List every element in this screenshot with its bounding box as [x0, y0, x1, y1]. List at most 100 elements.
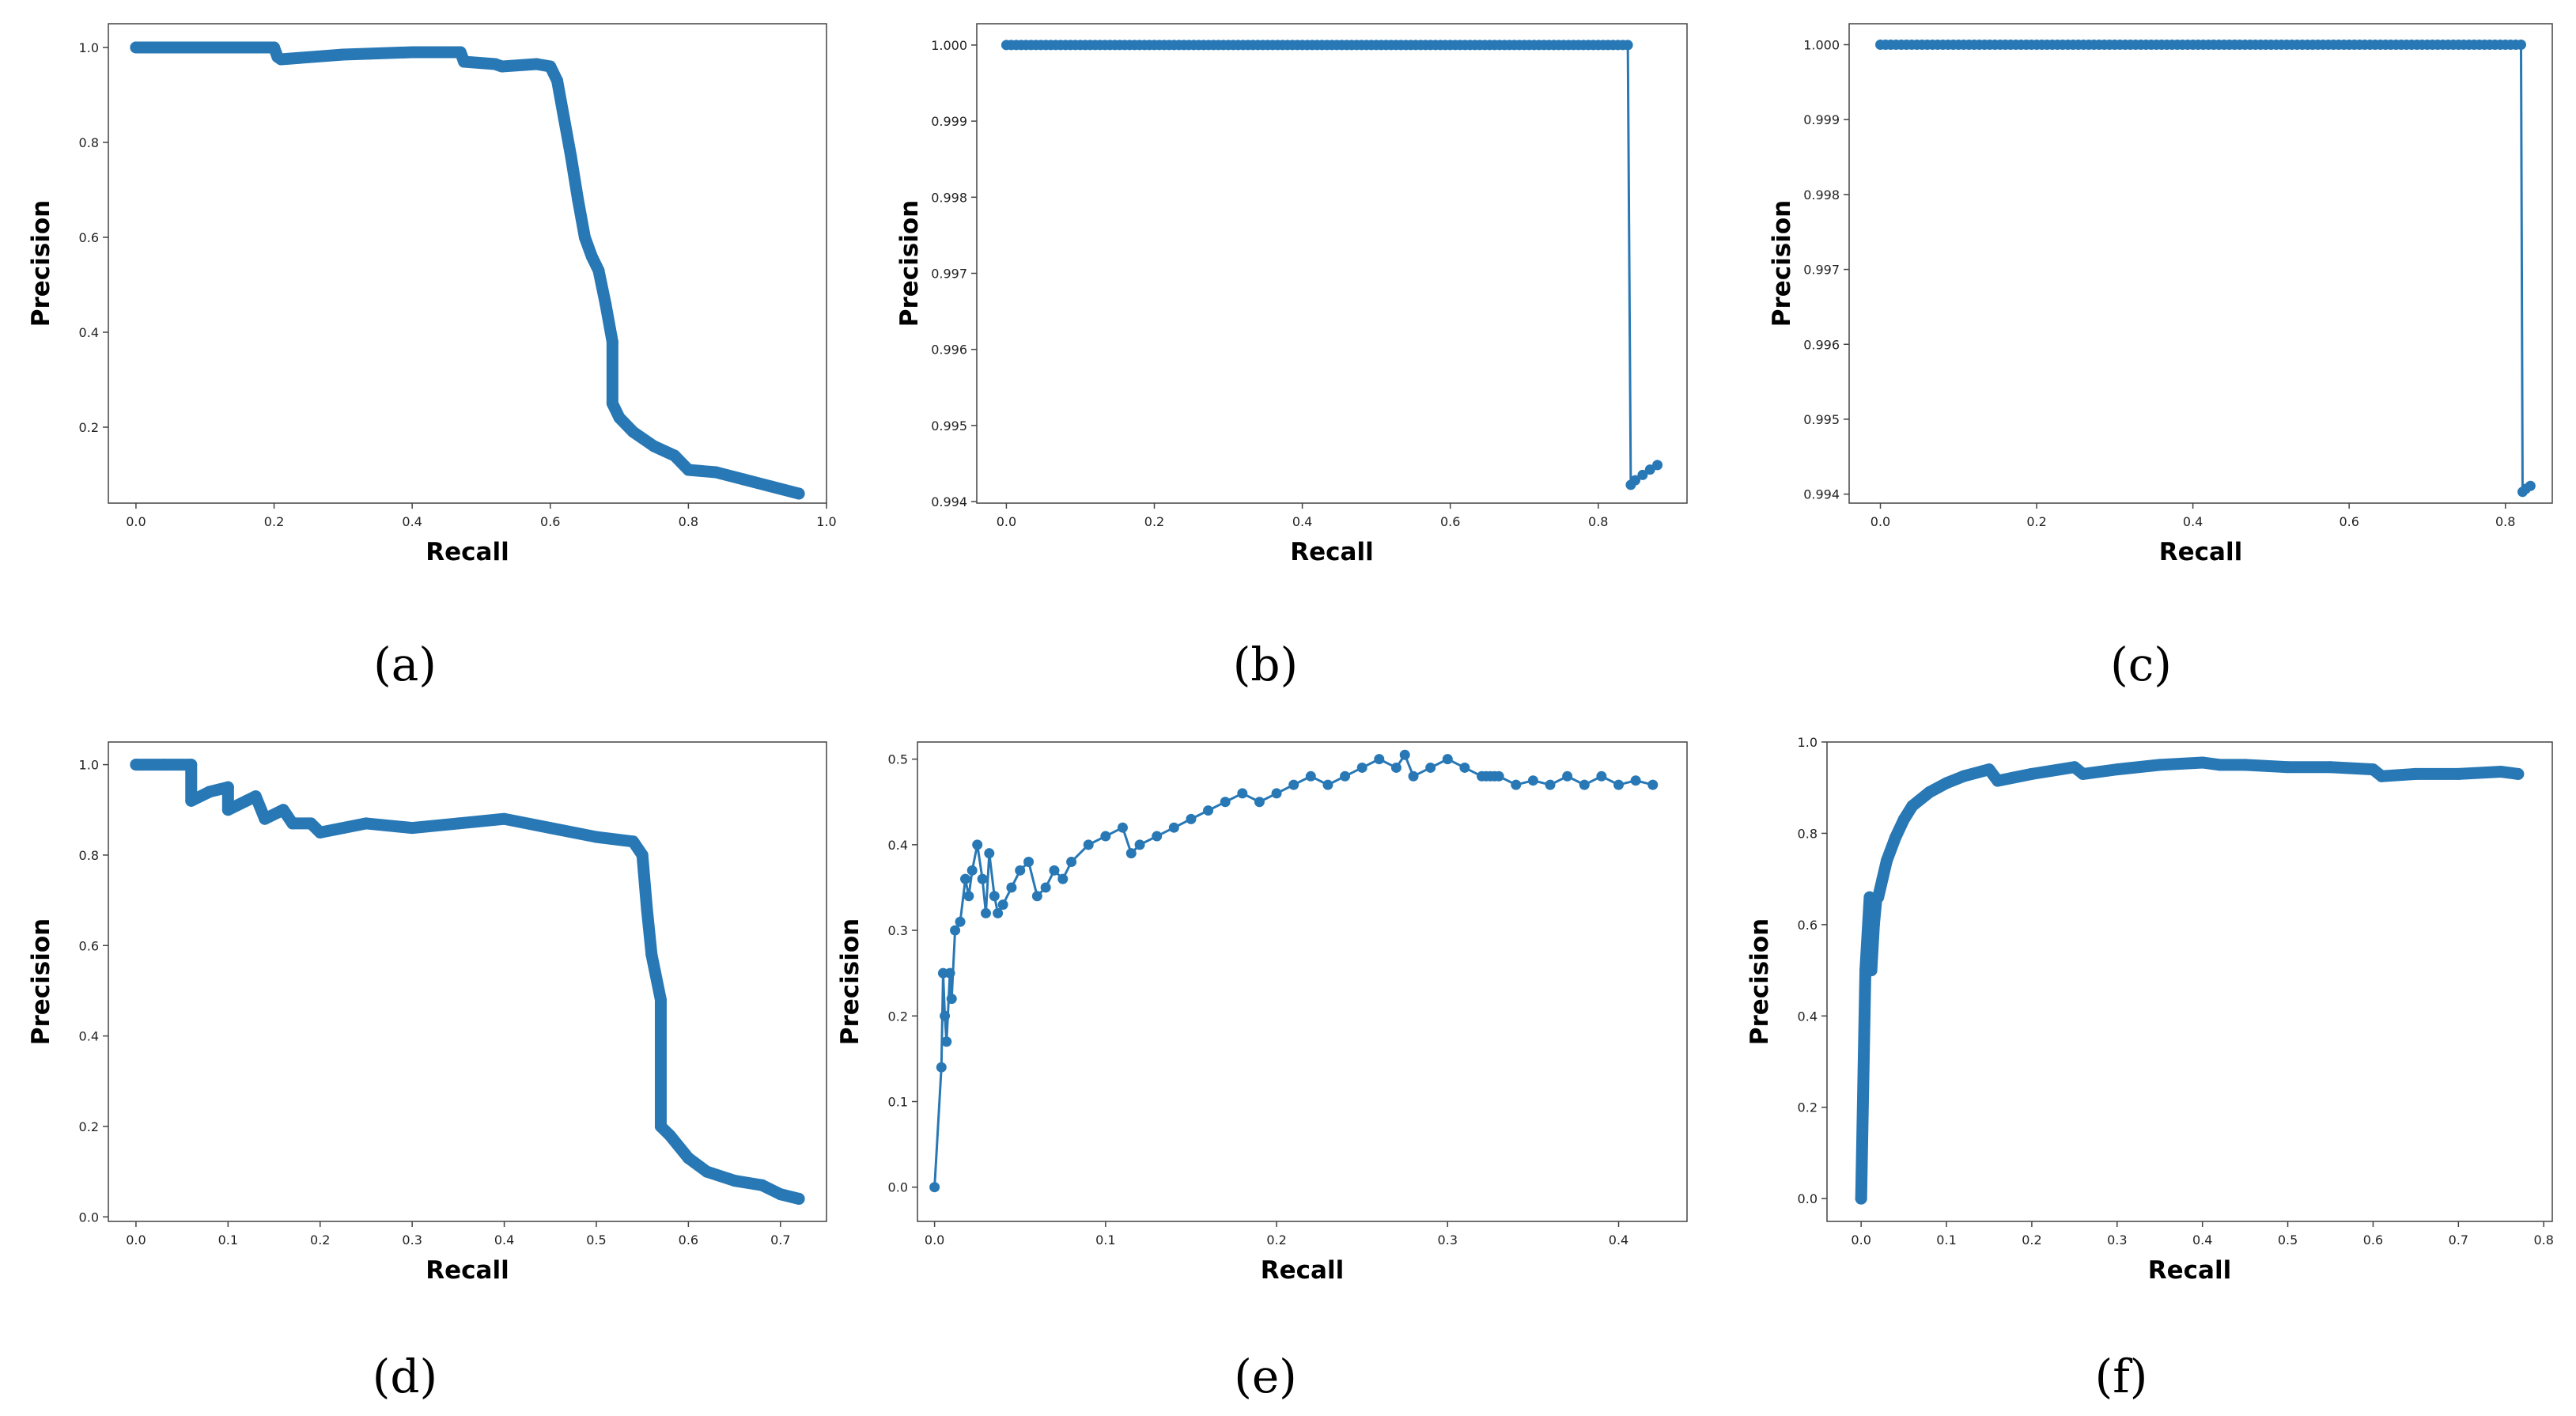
- data-point: [233, 41, 246, 54]
- data-point: [2282, 761, 2294, 774]
- x-tick-label: 0.7: [2449, 1232, 2468, 1248]
- data-point: [1159, 40, 1170, 51]
- data-point: [600, 297, 612, 310]
- data-point: [1579, 779, 1590, 790]
- data-point: [1940, 777, 1953, 789]
- y-tick-label: 0.0: [79, 1210, 99, 1225]
- data-point: [337, 48, 350, 61]
- data-point: [1040, 882, 1051, 893]
- data-point: [627, 835, 640, 848]
- data-point: [2432, 40, 2443, 51]
- data-point: [1340, 770, 1351, 782]
- data-point: [2339, 40, 2350, 51]
- data-point: [645, 948, 658, 961]
- data-point: [2166, 40, 2177, 51]
- data-point: [2198, 40, 2209, 51]
- data-point: [2041, 40, 2052, 51]
- data-point: [157, 759, 170, 771]
- data-point: [1336, 40, 1347, 51]
- y-tick-label: 0.1: [888, 1095, 908, 1110]
- x-tick-label: 0.5: [586, 1232, 606, 1248]
- x-tick-label: 0.3: [402, 1232, 422, 1248]
- data-point: [613, 411, 626, 424]
- y-tick-label: 0.6: [1798, 918, 1818, 933]
- data-point: [627, 426, 640, 438]
- plot-frame: [917, 741, 1688, 1222]
- data-point: [1083, 839, 1094, 850]
- plot-frame: [1848, 23, 2553, 504]
- plot-frame: [1826, 741, 2553, 1222]
- data-point: [1186, 813, 1197, 824]
- x-tick-label: 0.6: [1440, 514, 1460, 529]
- data-point: [1031, 891, 1042, 902]
- data-point: [2089, 40, 2100, 51]
- y-axis-label: Precision: [895, 200, 924, 327]
- data-point: [2370, 40, 2381, 51]
- data-point: [1876, 873, 1889, 885]
- plot-frame: [108, 741, 827, 1222]
- data-point: [1995, 40, 2006, 51]
- data-point: [1070, 40, 1081, 51]
- data-point: [592, 264, 605, 277]
- x-tick-label: 0.3: [2107, 1232, 2127, 1248]
- y-tick-label: 1.000: [931, 38, 967, 53]
- data-point: [551, 74, 563, 87]
- data-point: [756, 1179, 769, 1191]
- data-point: [1099, 40, 1110, 51]
- data-point: [1573, 40, 1584, 51]
- data-point: [1188, 40, 1199, 51]
- data-point: [590, 831, 603, 843]
- data-point: [221, 781, 234, 793]
- data-point: [1307, 40, 1318, 51]
- data-point: [1855, 1192, 1867, 1205]
- data-point: [2452, 767, 2464, 780]
- plot-frame: [976, 23, 1688, 504]
- data-point: [641, 903, 653, 916]
- y-tick-label: 0.996: [1803, 337, 1840, 352]
- y-tick-label: 0.0: [1798, 1191, 1818, 1206]
- data-point: [2324, 761, 2337, 774]
- data-point: [1527, 775, 1538, 786]
- data-point: [406, 822, 418, 835]
- data-point: [1277, 40, 1288, 51]
- x-tick-label: 0.8: [2533, 1232, 2553, 1248]
- data-point: [585, 250, 598, 263]
- panel-caption: (b): [1233, 638, 1298, 691]
- data-point: [2073, 40, 2084, 51]
- data-point: [1529, 40, 1540, 51]
- data-point: [2245, 40, 2256, 51]
- data-point: [2239, 759, 2252, 771]
- data-point: [2375, 770, 2388, 782]
- data-point: [2120, 40, 2131, 51]
- y-tick-label: 0.994: [1803, 487, 1840, 502]
- y-axis-label: Precision: [836, 918, 864, 1045]
- x-tick-label: 0.4: [2183, 514, 2203, 529]
- y-tick-label: 0.5: [888, 752, 908, 767]
- data-point: [606, 397, 618, 410]
- data-point: [2366, 763, 2379, 776]
- y-tick-label: 0.2: [79, 1119, 99, 1134]
- y-tick-label: 0.995: [931, 418, 967, 434]
- data-point: [578, 231, 591, 244]
- data-point: [792, 1192, 805, 1205]
- data-point: [1454, 40, 1466, 51]
- data-point: [406, 46, 418, 59]
- x-tick-label: 0.2: [2022, 1232, 2041, 1248]
- data-point: [1543, 40, 1554, 51]
- data-point: [1872, 891, 1885, 903]
- data-point: [458, 55, 471, 68]
- data-point: [130, 759, 142, 771]
- x-tick-label: 0.1: [218, 1232, 238, 1248]
- x-tick-label: 0.8: [1588, 514, 1608, 529]
- data-point: [728, 1175, 741, 1187]
- data-point: [1470, 40, 1481, 51]
- data-point: [496, 60, 509, 73]
- x-tick-label: 0.2: [264, 514, 284, 529]
- data-point: [1055, 40, 1066, 51]
- data-point: [977, 873, 988, 884]
- x-tick-label: 0.0: [1851, 1232, 1871, 1248]
- data-point: [360, 817, 373, 830]
- data-point: [2135, 40, 2147, 51]
- data-point: [1134, 839, 1145, 850]
- x-tick-label: 0.4: [402, 514, 422, 529]
